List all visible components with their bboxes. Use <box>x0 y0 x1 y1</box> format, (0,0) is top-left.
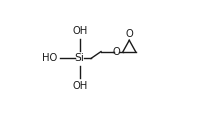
Text: OH: OH <box>72 81 87 91</box>
Text: O: O <box>113 47 121 57</box>
Text: Si: Si <box>75 53 85 64</box>
Text: O: O <box>125 29 133 39</box>
Text: HO: HO <box>42 53 57 64</box>
Text: OH: OH <box>72 26 87 36</box>
